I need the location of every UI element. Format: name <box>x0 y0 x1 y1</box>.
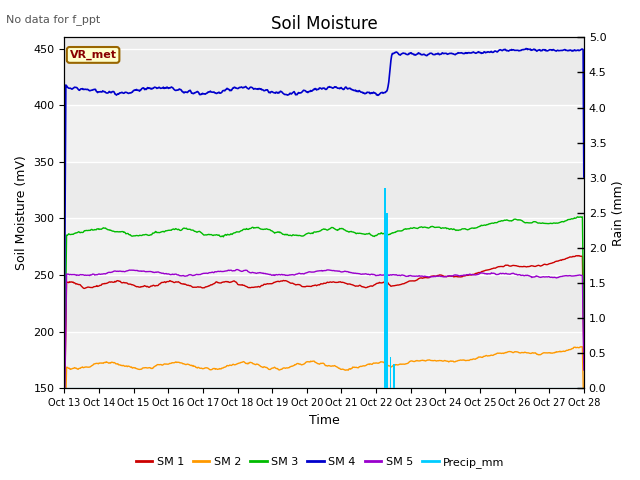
Bar <box>65 105 584 162</box>
X-axis label: Time: Time <box>308 414 339 427</box>
Legend: SM 1, SM 2, SM 3, SM 4, SM 5, Precip_mm: SM 1, SM 2, SM 3, SM 4, SM 5, Precip_mm <box>131 452 509 472</box>
Text: No data for f_ppt: No data for f_ppt <box>6 14 100 25</box>
Bar <box>65 218 584 275</box>
Bar <box>393 364 395 388</box>
Text: VR_met: VR_met <box>70 50 116 60</box>
Title: Soil Moisture: Soil Moisture <box>271 15 378 33</box>
Y-axis label: Rain (mm): Rain (mm) <box>612 180 625 246</box>
Bar <box>384 188 385 388</box>
Y-axis label: Soil Moisture (mV): Soil Moisture (mV) <box>15 156 28 270</box>
Bar <box>65 332 584 388</box>
Bar <box>390 357 392 388</box>
Bar <box>387 213 388 388</box>
